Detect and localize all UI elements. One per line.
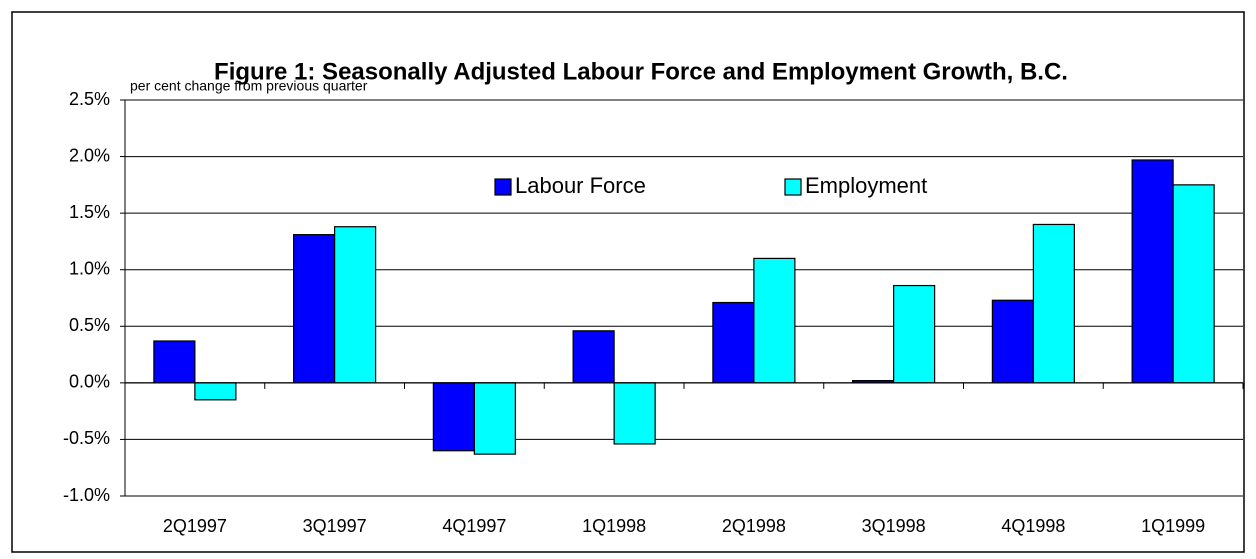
bar: [293, 234, 336, 384]
y-tick-label: 0.5%: [69, 315, 110, 335]
y-tick-label: 2.0%: [69, 145, 110, 165]
bar: [153, 340, 196, 384]
bar: [613, 382, 656, 445]
bar: [712, 301, 755, 384]
legend-label: Employment: [805, 173, 927, 198]
x-tick-label: 4Q1997: [442, 516, 506, 536]
bar: [432, 382, 475, 452]
y-tick-label: 0.0%: [69, 372, 110, 392]
bar: [334, 226, 377, 384]
bar: [991, 299, 1034, 384]
y-tick-label: -0.5%: [63, 428, 110, 448]
bar: [194, 382, 237, 401]
chart-title: Figure 1: Seasonally Adjusted Labour For…: [214, 58, 1068, 85]
bar: [1131, 159, 1174, 384]
y-tick-label: -1.0%: [63, 485, 110, 505]
x-tick-label: 4Q1998: [1001, 516, 1065, 536]
x-tick-label: 1Q1999: [1141, 516, 1205, 536]
bar: [1032, 223, 1075, 384]
bar: [473, 382, 516, 455]
x-tick-label: 2Q1997: [163, 516, 227, 536]
bar: [753, 257, 796, 384]
x-tick-label: 1Q1998: [582, 516, 646, 536]
legend-label: Labour Force: [515, 173, 646, 198]
legend-swatch: [494, 178, 512, 196]
x-tick-label: 3Q1998: [862, 516, 926, 536]
legend-swatch: [784, 178, 802, 196]
x-tick-label: 3Q1997: [303, 516, 367, 536]
y-tick-label: 2.5%: [69, 89, 110, 109]
y-tick-label: 1.5%: [69, 202, 110, 222]
bar: [893, 284, 936, 384]
y-tick-label: 1.0%: [69, 258, 110, 278]
x-tick-label: 2Q1998: [722, 516, 786, 536]
bar: [1172, 184, 1215, 384]
chart-subtitle: per cent change from previous quarter: [130, 78, 368, 94]
bar: [572, 330, 615, 384]
